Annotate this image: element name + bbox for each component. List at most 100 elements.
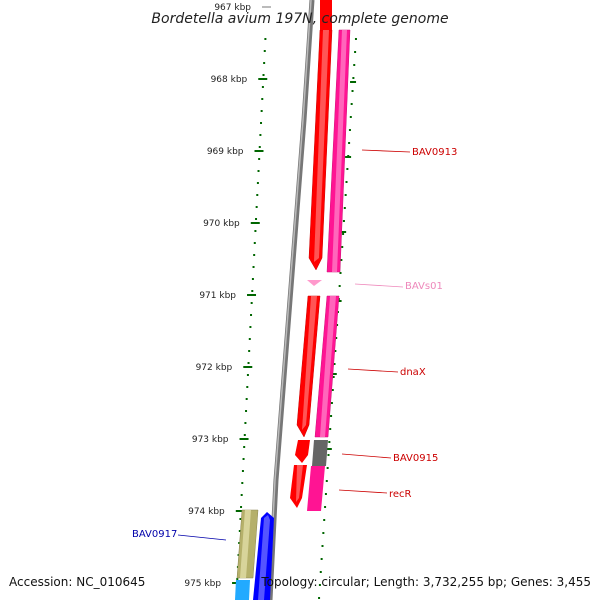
outer-ring-dot [342, 233, 345, 235]
genome-backbone [267, 0, 315, 600]
scale-tick-label: 967 kbp [214, 3, 251, 13]
outer-ring-dot [350, 103, 353, 105]
scale-ring-dot [240, 494, 243, 496]
feature-dnax-cds-shade [302, 296, 317, 430]
scale-ring-dot [263, 62, 266, 64]
scale-ring-dot [261, 86, 264, 88]
scale-ring [235, 38, 267, 592]
scale-ring-dot [260, 122, 263, 124]
scale-ring-dot [258, 158, 261, 160]
scale-ring-dot [253, 254, 256, 256]
outer-ring-dot [341, 246, 344, 248]
feature-bavs01[interactable] [307, 280, 322, 286]
scale-ring-dot [243, 434, 246, 436]
scale-ring-dot [251, 290, 254, 292]
outer-ring-dot [330, 402, 333, 404]
scale-ring-dot [236, 578, 239, 580]
feature-dnax-rna-shade [320, 296, 336, 437]
scale-ring-dot [245, 410, 248, 412]
scale-ring-dot [243, 446, 246, 448]
outer-ring-dot [354, 51, 357, 53]
feature-bav0915-cds[interactable] [295, 440, 310, 463]
scale-ring-dot [254, 230, 257, 232]
scale-ring-dot [247, 362, 250, 364]
scale-ring-dot [258, 146, 261, 148]
gene-label-recr[interactable]: recR [389, 489, 412, 500]
feature-bav0913-rna-shade [332, 30, 347, 272]
feature-cyan[interactable] [235, 580, 250, 600]
scale-ring-dot [242, 458, 245, 460]
gene-label-bav0917[interactable]: BAV0917 [132, 529, 177, 540]
outer-ring-dot [349, 116, 352, 118]
outer-ring-dot [332, 376, 335, 378]
gene-label-bavs01[interactable]: BAVs01 [405, 281, 443, 292]
scale-tick-label: 971 kbp [199, 291, 236, 301]
outer-ring-dot [334, 350, 337, 352]
feature-bav0917-blue-shade [258, 515, 270, 600]
outer-ring-dot [331, 389, 334, 391]
scale-ring-dot [238, 530, 241, 532]
scale-tick-label: 975 kbp [184, 579, 221, 589]
scale-ring-dot [255, 218, 258, 220]
outer-ring-dot [344, 194, 347, 196]
feature-top-cds[interactable] [320, 0, 332, 30]
outer-ring-dot [333, 363, 336, 365]
feature-recr-cds-shade [296, 465, 303, 502]
outer-ring-dot [329, 428, 332, 430]
scale-ring-dot [262, 74, 265, 76]
scale-ring-dot [239, 518, 242, 520]
outer-ring-dot [318, 597, 321, 599]
outer-ring-dot [326, 467, 329, 469]
topology-stats-text: Topology: circular; Length: 3,732,255 bp… [260, 575, 591, 589]
scale-ring-dot [240, 506, 243, 508]
outer-ring-dot [339, 272, 342, 274]
scale-ring-dot [248, 338, 251, 340]
scale-tick-label: 974 kbp [188, 507, 225, 517]
outer-ring-dot [353, 64, 356, 66]
outer-ring-dot [318, 584, 321, 586]
outer-ring-dot [325, 480, 328, 482]
outer-ring-dot [328, 441, 331, 443]
feature-recr-rna[interactable] [307, 466, 325, 511]
feature-bav0915-pseudo[interactable] [312, 440, 328, 466]
scale-ring-dot [257, 170, 260, 172]
feature-bav0913-cds-shade [314, 30, 329, 262]
outer-ring-dot [354, 38, 357, 40]
scale-ring-dot [256, 194, 259, 196]
scale-ring-dot [250, 302, 253, 304]
outer-ring-dot [330, 415, 333, 417]
outer-ring-dot [346, 168, 349, 170]
scale-ring-dot [238, 542, 241, 544]
scale-ring-dot [248, 350, 251, 352]
gene-labels: BAV0913 BAVs01 dnaX BAV0915 recR BAV0917 [132, 147, 457, 541]
scale-tick-label: 970 kbp [203, 219, 240, 229]
scale-ring-dot [256, 182, 259, 184]
outer-ring-dot [348, 142, 351, 144]
scale-ring-dot [250, 314, 253, 316]
gene-label-dnax[interactable]: dnaX [400, 367, 426, 378]
scale-tick-label: 969 kbp [207, 147, 244, 157]
scale-tick-label: 968 kbp [211, 75, 248, 85]
scale-ring-dot [244, 422, 247, 424]
outer-ring-dot [324, 506, 327, 508]
gene-label-bav0913[interactable]: BAV0913 [412, 147, 457, 158]
outer-ring-dot [336, 324, 339, 326]
scale-ticks: 967 kbp 968 kbp 969 kbp 970 kbp 971 kbp 972 k… [184, 3, 271, 589]
outer-ring-dot [335, 337, 338, 339]
map-title: Bordetella avium 197N, complete genome [151, 11, 448, 27]
gene-label-bav0915[interactable]: BAV0915 [393, 453, 438, 464]
outer-ring-dot [322, 532, 325, 534]
outer-ring-dot [343, 207, 346, 209]
gene-features [235, 0, 351, 600]
scale-ring-dot [251, 278, 254, 280]
scale-ring-dot [246, 386, 249, 388]
outer-ring-dot [345, 181, 348, 183]
outer-ring-dot [338, 285, 341, 287]
scale-ring-dot [252, 266, 255, 268]
scale-ring-dot [241, 470, 244, 472]
outer-ring-dot [340, 259, 343, 261]
scale-ring-dot [263, 50, 266, 52]
outer-ring-dot [323, 519, 326, 521]
